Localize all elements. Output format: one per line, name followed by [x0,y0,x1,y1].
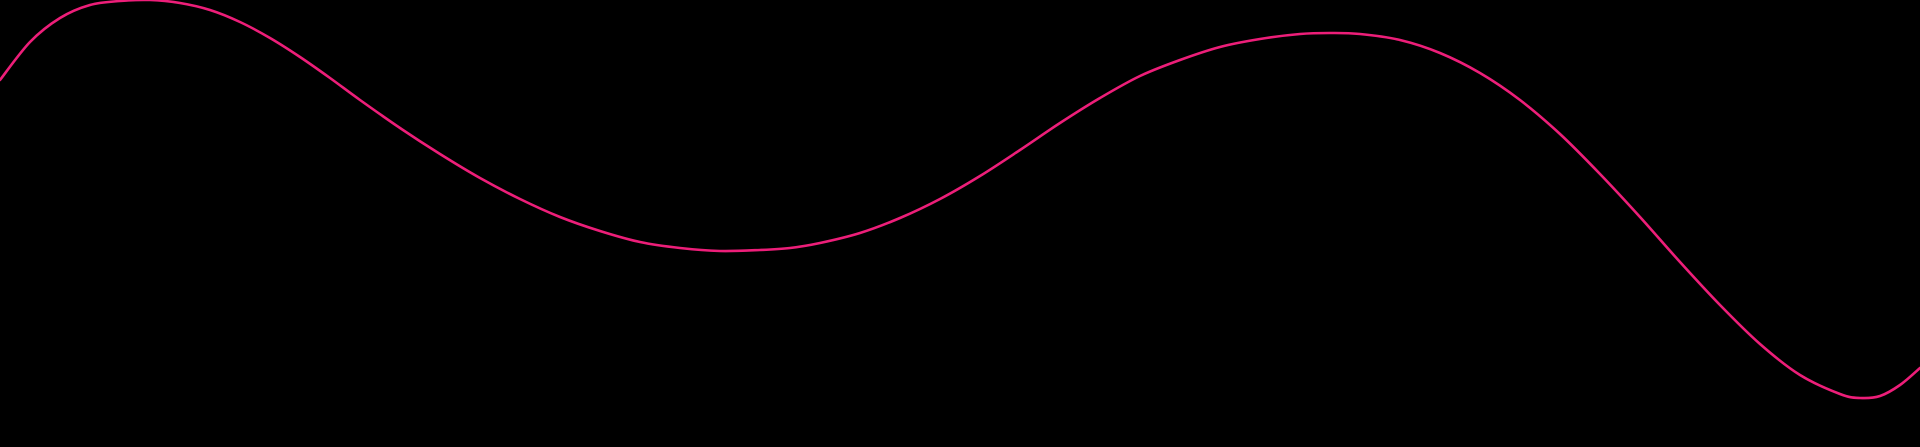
series-line-sine-wave [0,0,1920,400]
series-group [0,0,1920,400]
